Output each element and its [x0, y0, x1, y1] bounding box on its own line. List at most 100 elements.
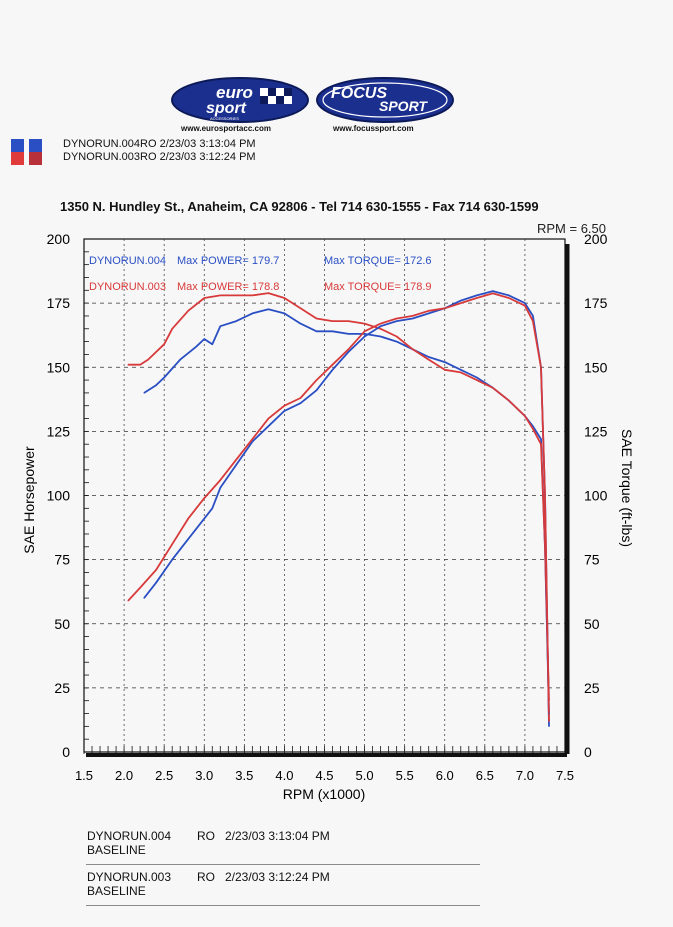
data-point-power — [508, 297, 510, 299]
data-point-power — [364, 335, 366, 338]
y2-tick-label: 50 — [584, 616, 600, 632]
data-point-torque — [364, 333, 366, 335]
footer-note-004: BASELINE — [87, 843, 146, 857]
x-tick-label: 2.5 — [155, 768, 173, 783]
data-point-torque — [331, 330, 334, 332]
footer-tag-003: RO — [197, 870, 215, 884]
data-point-power — [155, 569, 157, 571]
y-tick-labels: 0 25 50 75 100 125 150 175 200 — [47, 231, 71, 760]
data-point-power — [428, 310, 430, 312]
data-point-power — [235, 459, 237, 461]
legend-torque-003: Max TORQUE= 178.9 — [324, 281, 432, 293]
eurosport-logo-line1: euro — [216, 83, 253, 102]
footer-run-003: DYNORUN.003 — [87, 870, 172, 884]
data-point-torque — [428, 356, 430, 358]
data-point-power — [508, 294, 510, 296]
data-point-power — [203, 518, 205, 520]
data-point-torque — [428, 359, 430, 361]
data-point-torque — [524, 415, 526, 417]
series-line-dynorun-004-torque — [143, 308, 550, 714]
data-point-power — [235, 464, 237, 466]
data-point-power — [548, 720, 550, 722]
data-point-torque — [195, 346, 197, 348]
data-point-power — [299, 397, 302, 399]
legend-torque-004: Max TORQUE= 172.6 — [324, 255, 432, 267]
data-point-power — [139, 587, 141, 589]
data-point-power — [143, 597, 145, 599]
shop-address: 1350 N. Hundley St., Anaheim, CA 92806 -… — [60, 199, 539, 214]
run-004-color-swatch — [11, 139, 24, 152]
legend-power-004: Max POWER= 179.7 — [177, 255, 279, 267]
data-point-power — [331, 369, 334, 371]
data-point-power — [476, 297, 478, 299]
data-point-torque — [267, 292, 269, 294]
data-point-power — [364, 330, 366, 332]
dyno-chart: 1.5 2.0 2.5 3.0 3.5 4.0 4.5 5.0 5.5 6.0 6.5 7.0 7.5 … — [21, 221, 635, 802]
y-tick-label: 125 — [47, 423, 71, 439]
x-tick-label: 6.5 — [476, 768, 494, 783]
data-point-torque — [315, 330, 318, 332]
x-tick-label: 5.5 — [396, 768, 414, 783]
focussport-url: www.focussport.com — [333, 124, 414, 133]
data-point-power — [492, 292, 494, 294]
y2-tick-label: 75 — [584, 552, 600, 568]
data-point-power — [267, 418, 269, 420]
data-point-torque — [460, 371, 462, 373]
data-point-torque — [155, 384, 157, 386]
data-point-power — [347, 351, 350, 353]
data-point-torque — [219, 325, 221, 327]
focussport-logo-line1: FOCUS — [331, 85, 387, 102]
data-point-torque — [347, 333, 350, 335]
y-axis-label: SAE Horsepower — [21, 446, 37, 554]
data-point-power — [380, 325, 382, 327]
data-point-torque — [251, 312, 253, 314]
eurosport-logo: euro sport ACCESSORIES — [171, 77, 309, 123]
data-point-torque — [331, 320, 334, 322]
data-point-torque — [299, 323, 302, 325]
data-point-torque — [163, 343, 165, 345]
data-point-torque — [143, 392, 145, 394]
run-003-color-swatch — [11, 152, 24, 165]
data-point-torque — [251, 294, 253, 296]
data-point-power — [524, 305, 526, 307]
y2-tick-label: 25 — [584, 680, 600, 696]
eurosport-logo-line2: sport — [206, 100, 247, 117]
data-point-power — [187, 518, 189, 520]
data-point-torque — [396, 341, 398, 343]
footer-note-003: BASELINE — [87, 884, 146, 898]
data-point-torque — [127, 364, 129, 366]
data-point-power — [548, 725, 550, 728]
data-point-power — [428, 312, 430, 314]
data-point-power — [347, 348, 350, 350]
y2-tick-label: 0 — [584, 744, 592, 760]
x-tick-label: 3.5 — [235, 768, 253, 783]
data-point-power — [171, 559, 173, 561]
data-point-torque — [444, 361, 446, 363]
data-point-power — [524, 302, 526, 304]
data-point-power — [492, 290, 494, 292]
grid-lines — [83, 238, 566, 754]
y2-tick-label: 150 — [584, 359, 608, 375]
series-line-dynorun-004-power — [143, 290, 550, 727]
data-point-torque — [364, 323, 366, 325]
data-point-power — [299, 402, 302, 404]
focussport-logo-line2: SPORT — [379, 98, 428, 114]
data-point-power — [155, 582, 157, 584]
data-point-torque — [476, 376, 478, 379]
data-point-power — [476, 294, 478, 296]
x-tick-label: 2.0 — [115, 768, 133, 783]
data-point-power — [127, 600, 129, 602]
data-point-torque — [492, 387, 494, 389]
series-line-dynorun-003-torque — [128, 292, 550, 701]
y-tick-label: 200 — [47, 231, 71, 247]
x-tick-label: 1.5 — [75, 768, 93, 783]
data-point-torque — [476, 379, 478, 381]
data-point-power — [187, 538, 189, 540]
data-point-torque — [444, 369, 446, 371]
data-point-power — [283, 410, 285, 412]
y-tick-label: 175 — [47, 295, 71, 311]
y2-tick-label: 100 — [584, 488, 608, 504]
data-point-power — [315, 389, 318, 391]
data-point-torque — [412, 348, 414, 350]
data-point-torque — [171, 328, 173, 330]
